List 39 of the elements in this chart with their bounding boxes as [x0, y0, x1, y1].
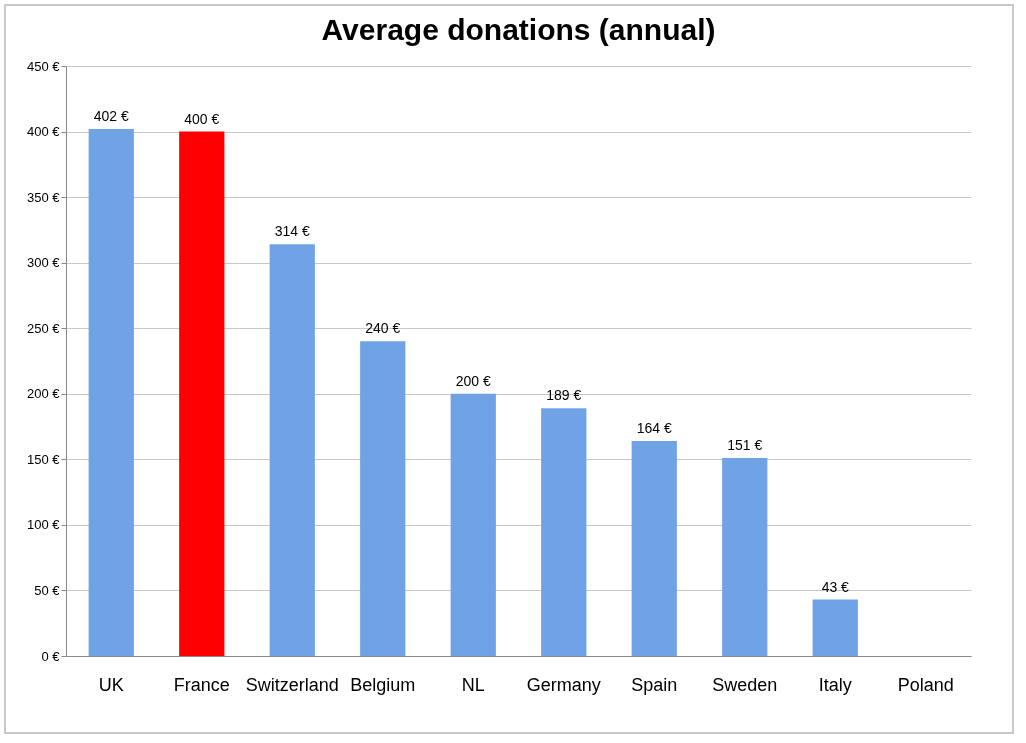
bar — [631, 440, 677, 656]
data-label: 43 € — [821, 578, 850, 595]
bar — [360, 341, 406, 656]
x-tick-label: Italy — [818, 674, 852, 695]
chart-title: Average donations (annual) — [321, 13, 716, 46]
y-tick-label: 450 € — [26, 58, 61, 74]
data-label: 400 € — [184, 110, 220, 127]
x-tick-label: Spain — [631, 674, 678, 695]
x-tick-label: France — [173, 674, 230, 695]
bar — [450, 393, 496, 656]
x-tick-label: Belgium — [350, 674, 416, 695]
data-label: 402 € — [93, 107, 129, 124]
x-tick-label: Germany — [526, 674, 601, 695]
y-tick-label: 150 € — [26, 451, 61, 467]
bar — [88, 128, 134, 656]
x-tick-label: NL — [461, 674, 485, 695]
bar — [269, 244, 315, 656]
y-tick-label: 200 € — [26, 386, 61, 402]
data-label: 240 € — [365, 320, 401, 337]
data-label: 200 € — [455, 372, 491, 389]
y-tick-label: 100 € — [26, 517, 61, 533]
y-tick-label: 0 € — [41, 648, 61, 664]
bar — [541, 408, 587, 656]
y-tick-label: 300 € — [26, 255, 61, 271]
bar — [812, 599, 858, 656]
y-tick-label: 400 € — [26, 124, 61, 140]
x-tick-label: Switzerland — [245, 674, 339, 695]
data-label: 314 € — [274, 223, 310, 240]
y-tick-label: 250 € — [26, 320, 61, 336]
x-tick-label: Poland — [897, 674, 954, 695]
x-tick-label: Sweden — [712, 674, 778, 695]
bar — [179, 131, 225, 656]
data-label: 189 € — [546, 387, 582, 404]
y-tick-label: 350 € — [26, 189, 61, 205]
y-tick-label: 50 € — [34, 582, 61, 598]
data-label: 164 € — [636, 419, 672, 436]
data-label: 151 € — [727, 437, 763, 454]
x-tick-label: UK — [98, 674, 124, 695]
bar — [722, 458, 768, 656]
